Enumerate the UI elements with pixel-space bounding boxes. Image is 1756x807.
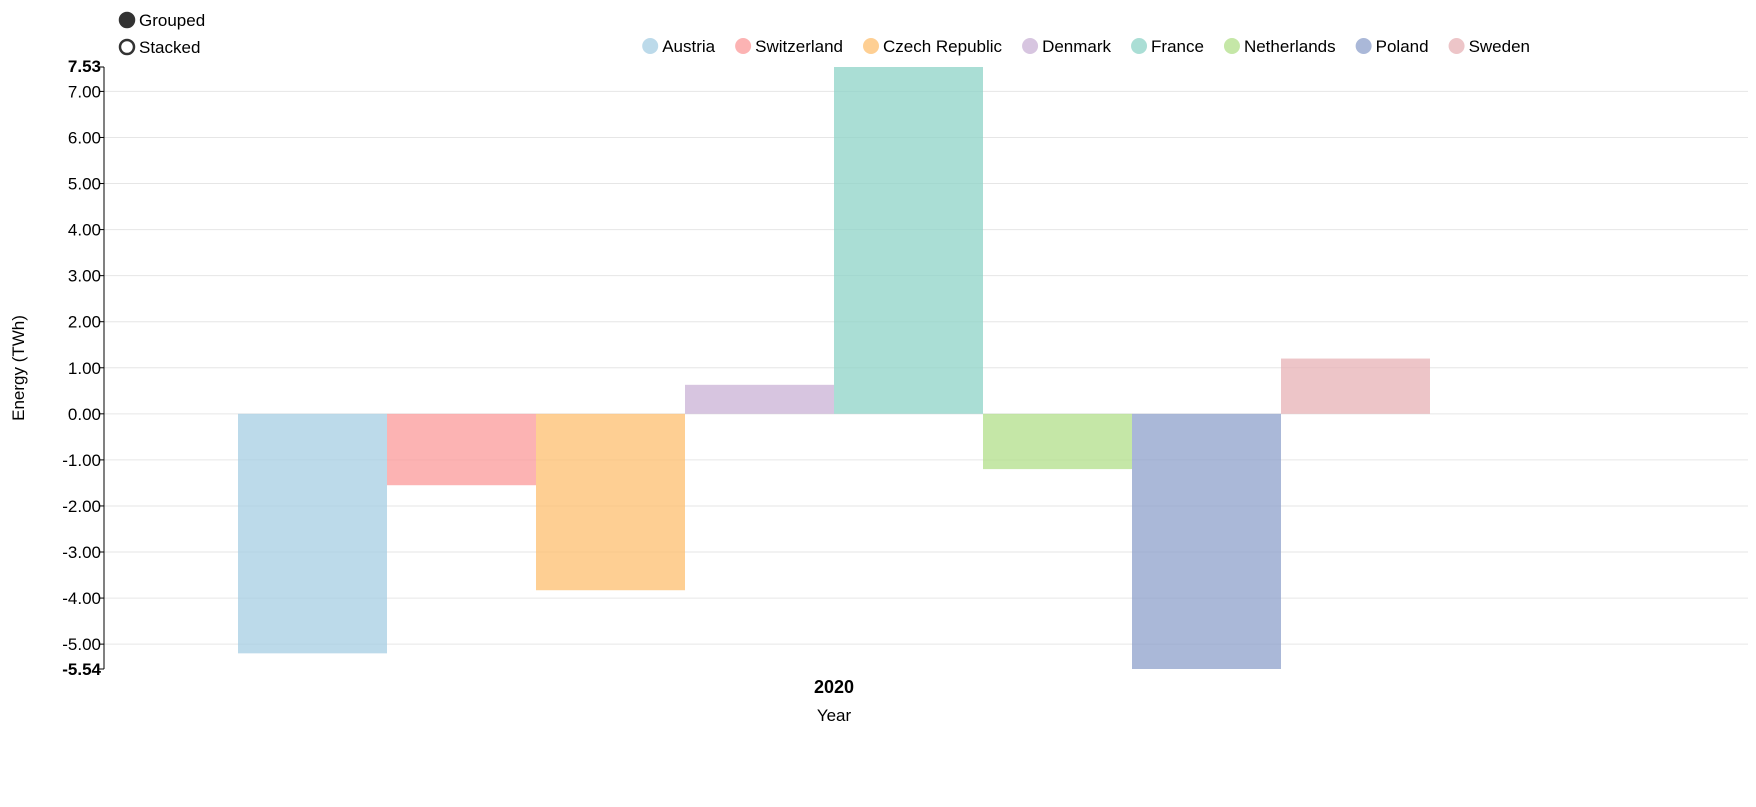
legend-swatch <box>863 38 879 54</box>
axis-labels: 2020 Year Energy (TWh) <box>9 315 854 725</box>
bar-poland[interactable] <box>1132 413 1281 669</box>
y-tick-label: -3.00 <box>62 543 101 562</box>
y-tick-label: -5.00 <box>62 635 101 654</box>
legend-label: Austria <box>662 37 715 56</box>
legend-label: Sweden <box>1469 37 1530 56</box>
y-tick-label: -1.00 <box>62 451 101 470</box>
y-axis-title: Energy (TWh) <box>9 315 28 421</box>
legend: Austria Switzerland Czech Republic Denmark F… <box>642 37 1530 56</box>
legend-item-sweden[interactable]: Sweden <box>1448 37 1530 56</box>
bar-austria[interactable] <box>238 413 387 654</box>
x-tick-label: 2020 <box>814 677 854 697</box>
y-tick-label: 7.00 <box>68 82 101 101</box>
y-tick-label: -2.00 <box>62 497 101 516</box>
y-max-label: 7.53 <box>68 57 101 76</box>
legend-swatch <box>1448 38 1465 54</box>
chart-mode-toggle[interactable]: Grouped Stacked <box>118 11 205 57</box>
bar-czech-republic[interactable] <box>536 413 685 591</box>
legend-swatch <box>735 38 752 54</box>
bar-switzerland[interactable] <box>387 413 536 486</box>
legend-item-france[interactable]: France <box>1131 37 1204 56</box>
mode-option-grouped[interactable]: Grouped <box>118 11 205 30</box>
bar-denmark[interactable] <box>685 384 834 414</box>
legend-swatch <box>1223 38 1240 54</box>
y-tick-label: 2.00 <box>68 313 101 332</box>
legend-label: Denmark <box>1042 37 1111 56</box>
legend-item-poland[interactable]: Poland <box>1355 37 1429 56</box>
legend-item-denmark[interactable]: Denmark <box>1022 37 1112 56</box>
legend-swatch <box>1131 38 1148 54</box>
legend-label: Poland <box>1376 37 1429 56</box>
y-tick-label: 4.00 <box>68 221 101 240</box>
mode-option-label: Grouped <box>139 11 205 30</box>
radio-selected-icon[interactable] <box>118 11 136 29</box>
legend-item-czech-republic[interactable]: Czech Republic <box>863 37 1003 56</box>
legend-swatch <box>1355 38 1372 54</box>
legend-label: Czech Republic <box>883 37 1003 56</box>
mode-option-stacked[interactable]: Stacked <box>118 38 200 57</box>
y-axis: 7.00 6.00 5.00 4.00 3.00 2.00 1.00 0.00 -1.00 -2.… <box>62 57 105 679</box>
y-tick-label: 1.00 <box>68 359 101 378</box>
y-tick-label: 3.00 <box>68 267 101 286</box>
legend-swatch <box>642 38 659 54</box>
legend-label: France <box>1151 37 1204 56</box>
y-tick-label: 5.00 <box>68 175 101 194</box>
y-tick-label: 6.00 <box>68 128 101 147</box>
legend-item-netherlands[interactable]: Netherlands <box>1223 37 1336 56</box>
y-tick-label: 0.00 <box>68 405 101 424</box>
bar-netherlands[interactable] <box>983 413 1132 470</box>
radio-unselected-icon[interactable] <box>118 38 136 56</box>
legend-item-switzerland[interactable]: Switzerland <box>735 37 843 56</box>
legend-label: Netherlands <box>1244 37 1336 56</box>
legend-item-austria[interactable]: Austria <box>642 37 716 56</box>
x-axis-title: Year <box>817 706 852 725</box>
y-min-label: -5.54 <box>62 660 101 679</box>
legend-label: Switzerland <box>755 37 843 56</box>
bar-sweden[interactable] <box>1281 358 1430 414</box>
bars <box>238 67 1430 669</box>
y-tick-label: -4.00 <box>62 589 101 608</box>
legend-swatch <box>1022 38 1039 54</box>
mode-option-label: Stacked <box>139 38 200 57</box>
bar-france[interactable] <box>834 67 983 414</box>
